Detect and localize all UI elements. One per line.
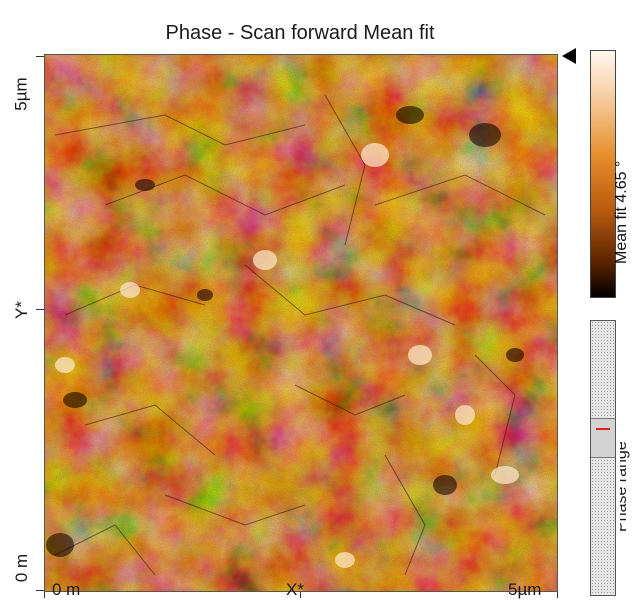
colorbar-label: Mean fit 4.65 ° <box>613 160 630 264</box>
phase-scan-image[interactable] <box>44 54 558 592</box>
image-title: Phase - Scan forward Mean fit <box>165 22 435 44</box>
x-tick-right <box>557 592 558 598</box>
phase-range-window[interactable] <box>591 418 615 458</box>
x-axis-title: X* <box>286 580 304 599</box>
y-axis-min-label: 0 m <box>12 553 31 583</box>
x-tick-mid <box>300 592 301 598</box>
phase-range-indicator <box>596 428 610 430</box>
y-tick-mid <box>36 309 44 310</box>
color-scale-bar <box>590 50 616 298</box>
x-axis-min-label: 0 m <box>52 580 81 599</box>
y-tick-bottom <box>36 590 44 591</box>
x-tick-left <box>44 592 45 598</box>
y-axis-max-label: 5µm <box>12 77 32 111</box>
phase-range-label: Phase range <box>620 441 630 532</box>
y-tick-top <box>36 56 44 57</box>
colorbar-marker-icon[interactable] <box>562 48 576 64</box>
phase-range-slider[interactable] <box>590 320 616 596</box>
phase-scan-texture <box>45 55 557 591</box>
y-axis-title: Y* <box>12 301 31 319</box>
x-axis-max-label: 5µm <box>508 580 542 599</box>
